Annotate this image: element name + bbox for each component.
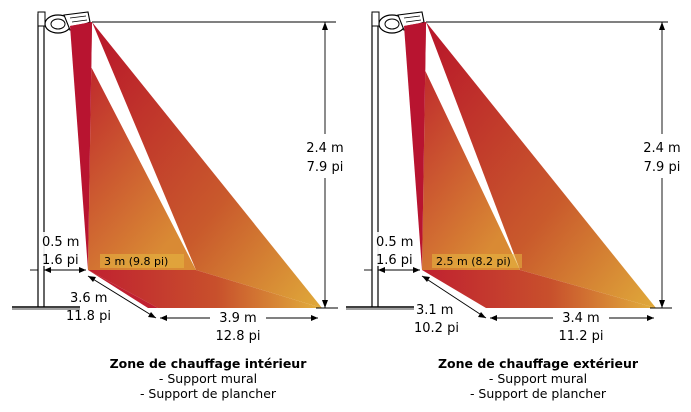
height-m: 2.4 m — [643, 141, 680, 156]
width-label: 3 m (9.8 pi) — [104, 255, 168, 268]
front-dimension — [160, 308, 318, 324]
height-m: 2.4 m — [306, 141, 343, 156]
front-m: 3.4 m — [562, 311, 599, 326]
caption-line-wall: - Support mural — [488, 371, 588, 386]
depth-dimension — [87, 275, 157, 319]
front-dimension — [490, 308, 654, 324]
offset-dimension — [364, 232, 420, 273]
depth-pi: 10.2 pi — [414, 321, 459, 336]
offset-m: 0.5 m — [42, 235, 79, 250]
caption-title: Zone de chauffage extérieur — [437, 356, 639, 371]
depth-dimension — [421, 275, 487, 319]
depth-m: 3.1 m — [416, 303, 453, 318]
depth-pi: 11.8 pi — [66, 309, 111, 324]
offset-m: 0.5 m — [376, 235, 413, 250]
caption-indoor: Zone de chauffage intérieur - Support mu… — [88, 356, 328, 401]
width-label-bg — [432, 254, 522, 268]
heater-icon — [371, 11, 425, 34]
front-pi: 12.8 pi — [216, 329, 261, 344]
heater-icon — [37, 11, 91, 34]
height-dimension — [426, 21, 688, 309]
front-pi: 11.2 pi — [559, 329, 604, 344]
caption-line-floor: - Support de plancher — [469, 386, 607, 401]
caption-line-wall: - Support mural — [158, 371, 258, 386]
depth-m: 3.6 m — [70, 291, 107, 306]
heat-cone — [404, 22, 656, 308]
height-pi: 7.9 pi — [644, 160, 681, 175]
front-m: 3.9 m — [219, 311, 256, 326]
height-pi: 7.9 pi — [307, 160, 344, 175]
caption-outdoor: Zone de chauffage extérieur - Support mu… — [418, 356, 658, 401]
height-dimension — [92, 21, 350, 309]
width-label-bg — [100, 254, 184, 268]
diagram-outdoor: 2.4 m 7.9 pi 0.5 m 1.6 pi 2.5 m (8.2 pi)… — [346, 11, 688, 344]
heat-cone — [70, 22, 322, 308]
caption-line-floor: - Support de plancher — [139, 386, 277, 401]
diagram-indoor: 2.4 m 7.9 pi 0.5 m 1.6 pi 3 m (9.8 pi) 3… — [12, 11, 350, 344]
offset-dimension — [30, 232, 86, 273]
offset-pi: 1.6 pi — [376, 253, 413, 268]
width-label: 2.5 m (8.2 pi) — [436, 255, 511, 268]
caption-title: Zone de chauffage intérieur — [109, 356, 307, 371]
offset-pi: 1.6 pi — [42, 253, 79, 268]
